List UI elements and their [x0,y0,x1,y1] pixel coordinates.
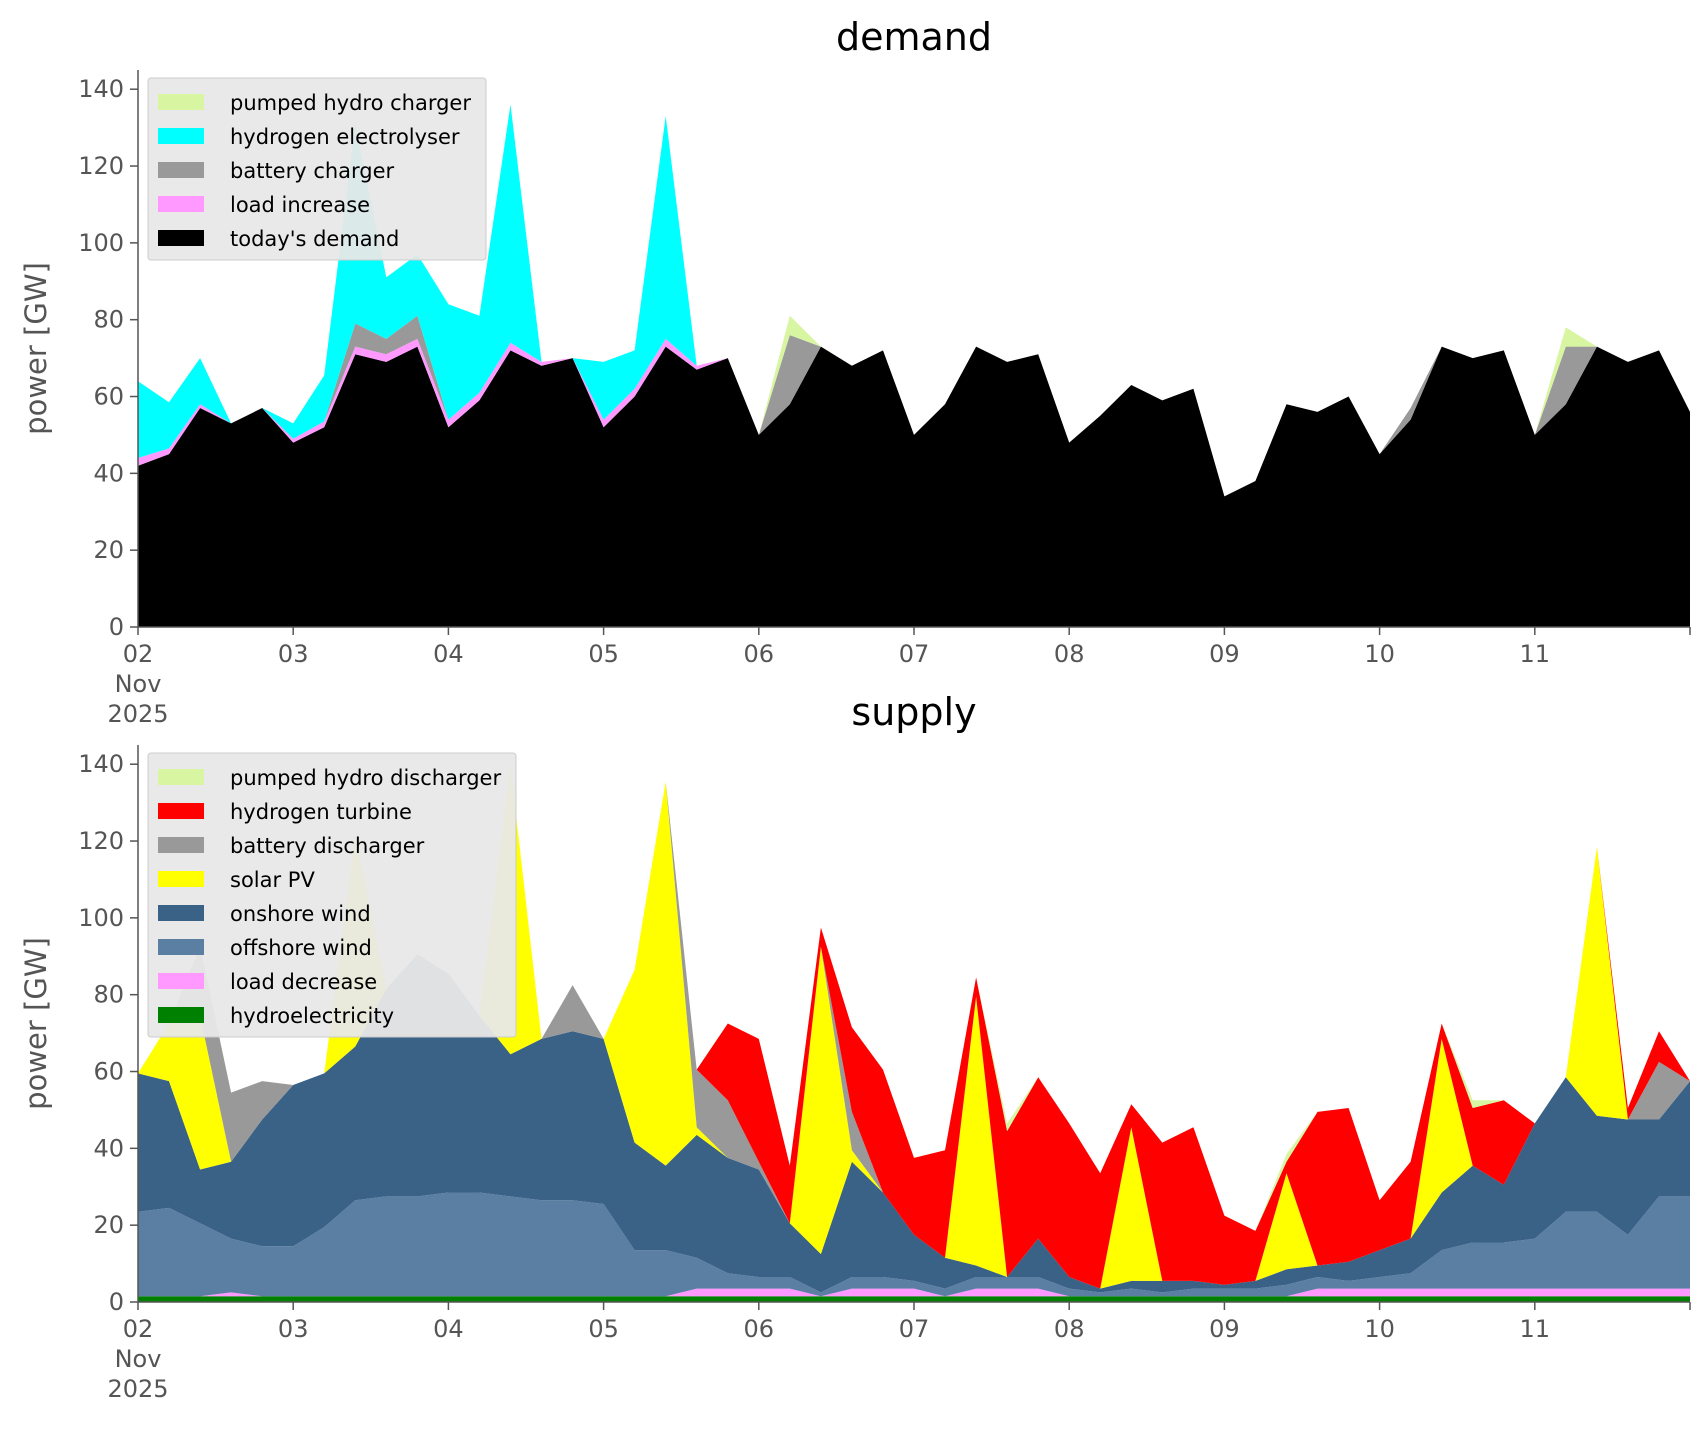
x-tick-label: 08 [1054,640,1085,668]
y-tick-label: 20 [93,1211,124,1239]
legend-swatch [158,230,204,246]
legend-box [147,77,487,261]
legend-swatch [158,769,204,785]
x-tick-sublabel: 2025 [107,700,168,728]
x-tick-label: 04 [433,1315,464,1343]
y-tick-label: 80 [93,981,124,1009]
legend-label: hydrogen electrolyser [230,125,460,149]
legend-label: pumped hydro discharger [230,766,501,790]
x-tick-sublabel: Nov [115,670,162,698]
legend-label: pumped hydro charger [230,91,471,115]
chart-title: supply [851,690,976,734]
legend-label: load decrease [230,970,377,994]
x-tick-label: 03 [278,640,309,668]
x-tick-label: 10 [1364,1315,1395,1343]
legend-label: today's demand [230,227,399,251]
y-tick-label: 40 [93,1134,124,1162]
legend-swatch [158,837,204,853]
legend-swatch [158,128,204,144]
x-tick-label: 06 [744,1315,775,1343]
legend-swatch [158,162,204,178]
area-today-s-demand [138,346,1690,627]
area-series-group [138,766,1690,1302]
demand-chart: demand power [GW] 0 20 40 60 80 100 120 140 02Nov2… [19,15,1691,728]
x-tick-label: 06 [744,640,775,668]
x-tick-label: 09 [1209,640,1240,668]
area-series-group [138,104,1690,627]
x-tick-label: 09 [1209,1315,1240,1343]
x-tick-label: 05 [588,1315,619,1343]
x-tick-label: 11 [1520,640,1551,668]
y-axis-label: power [GW] [19,262,53,435]
area-hydroelectricity [138,1296,1690,1302]
x-tick-label: 04 [433,640,464,668]
y-axis-label: power [GW] [19,937,53,1110]
x-tick-label: 11 [1520,1315,1551,1343]
y-tick-label: 120 [78,152,124,180]
legend-label: hydrogen turbine [230,800,412,824]
x-tick-label: 08 [1054,1315,1085,1343]
x-tick-label: 03 [278,1315,309,1343]
legend-label: load increase [230,193,370,217]
legend-box [147,752,517,1038]
y-tick-label: 0 [109,613,124,641]
legend: pumped hydro discharger hydrogen turbine b… [147,752,517,1038]
y-tick-label: 120 [78,827,124,855]
y-tick-label: 20 [93,536,124,564]
legend-label: battery charger [230,159,395,183]
x-tick-label: 07 [899,1315,930,1343]
area-hydrogen-turbine [138,766,1690,1289]
y-tick-label: 60 [93,383,124,411]
y-tick-label: 40 [93,459,124,487]
area-offshore-wind [138,1192,1690,1297]
legend-label: solar PV [230,868,315,892]
legend-swatch [158,973,204,989]
legend-swatch [158,803,204,819]
x-tick-label: 05 [588,640,619,668]
area-onshore-wind [138,954,1690,1293]
y-tick-label: 100 [78,904,124,932]
y-tick-label: 100 [78,229,124,257]
legend-swatch [158,939,204,955]
legend-swatch [158,1007,204,1023]
x-tick-label: 02 [123,640,154,668]
legend-swatch [158,871,204,887]
legend-label: onshore wind [230,902,371,926]
x-tick-label: 02 [123,1315,154,1343]
legend-swatch [158,196,204,212]
legend-label: battery discharger [230,834,425,858]
x-tick-sublabel: Nov [115,1345,162,1373]
x-tick-label: 07 [899,640,930,668]
legend-label: hydroelectricity [230,1004,394,1028]
legend-label: offshore wind [230,936,372,960]
x-tick-sublabel: 2025 [107,1375,168,1403]
y-tick-label: 140 [78,750,124,778]
chart-title: demand [836,15,992,59]
y-tick-label: 80 [93,306,124,334]
area-load-decrease [138,1288,1690,1297]
legend-swatch [158,905,204,921]
y-tick-label: 60 [93,1058,124,1086]
x-tick-label: 10 [1364,640,1395,668]
legend: pumped hydro charger hydrogen electrolyse… [147,77,487,261]
y-tick-label: 0 [109,1288,124,1316]
legend-swatch [158,94,204,110]
y-tick-label: 140 [78,75,124,103]
